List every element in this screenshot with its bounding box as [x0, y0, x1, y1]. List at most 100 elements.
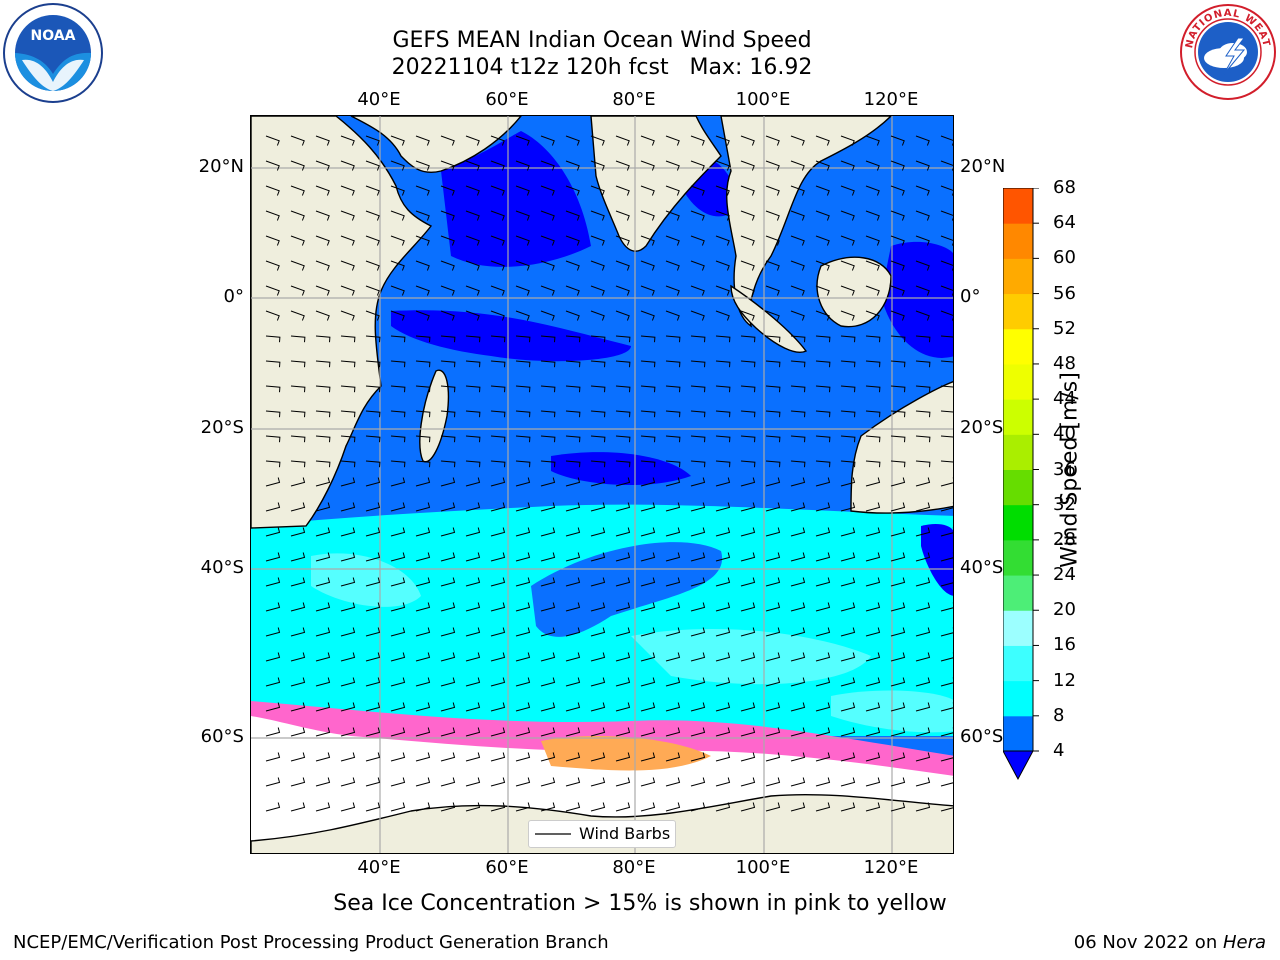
wind-barb [665, 477, 681, 487]
wind-barb [365, 310, 380, 321]
wind-barb [390, 652, 406, 662]
wind-barb [615, 502, 631, 512]
wind-barb [365, 460, 381, 468]
wind-barb [340, 435, 356, 443]
wind-barb [940, 235, 953, 246]
wind-barb [490, 410, 506, 418]
wind-barb [440, 310, 455, 321]
wind-barb [290, 777, 306, 787]
wind-barb [515, 260, 530, 271]
wind-barb [865, 602, 881, 612]
wind-barb [840, 627, 856, 637]
wind-barb [890, 460, 906, 468]
wind-barb [665, 627, 681, 637]
land-sumatra [730, 284, 808, 353]
wind-barb [515, 160, 530, 171]
wind-barb [540, 702, 556, 712]
wind-barb [690, 410, 706, 418]
wind-barb [640, 577, 656, 587]
wind-barb [790, 210, 805, 221]
wind-barb [415, 777, 431, 787]
wind-barb [315, 777, 331, 787]
land-india [590, 116, 722, 252]
wind-barb [940, 260, 953, 271]
wind-barb [315, 477, 331, 487]
colorbar-segment [1003, 680, 1033, 717]
colorbar-segment [1003, 363, 1033, 400]
wind-barb [290, 702, 306, 712]
wind-barb [940, 802, 953, 812]
wind-barb [890, 260, 905, 271]
wind-barb [865, 652, 881, 662]
wind-barb [790, 410, 806, 418]
wind-barb [740, 360, 756, 368]
wind-barb [265, 527, 281, 537]
wind-barb [365, 727, 381, 737]
wind-barb [540, 527, 556, 537]
wind-barb [565, 185, 580, 196]
wind-barb [615, 552, 631, 562]
wind-barb [865, 577, 881, 587]
wind-barb [690, 310, 705, 321]
wind-barb [265, 160, 280, 171]
wind-barb [865, 260, 880, 271]
wind-barb [290, 135, 305, 146]
wind-barb [940, 652, 953, 662]
colorbar-segment [1003, 399, 1033, 435]
wind-barb [415, 552, 431, 562]
wind-barb [740, 552, 756, 562]
wind-barb [690, 135, 705, 146]
wind-barb [440, 410, 456, 418]
wind-barb [915, 460, 931, 468]
wind-barb [615, 602, 631, 612]
wind-barb [515, 802, 531, 812]
wind-barb [590, 777, 606, 787]
wind-barb [790, 777, 806, 787]
wind-barb [315, 752, 331, 762]
wind-barb [890, 552, 906, 562]
wind-barb [615, 135, 630, 146]
colorbar-tick-label: 68 [1053, 177, 1076, 198]
wind-barb [815, 552, 831, 562]
wind-barb [765, 285, 780, 296]
noaa-logo: NOAA [2, 2, 104, 104]
wind-barb [665, 285, 680, 296]
wind-barb [890, 702, 906, 712]
right-lat-label-20s: 20°S [960, 417, 1004, 438]
wind-barb [415, 310, 430, 321]
wind-barb [290, 360, 306, 368]
wind-barb [515, 577, 531, 587]
wind-barb [365, 527, 381, 537]
wind-barb [515, 527, 531, 537]
wind-barb [390, 627, 406, 637]
wind-barb [565, 752, 581, 762]
wind-barb [915, 410, 931, 418]
wind-barb [265, 310, 280, 321]
wind-barb [840, 677, 856, 687]
wind-barb [615, 777, 631, 787]
wind-barb [715, 602, 731, 612]
wind-barb [290, 652, 306, 662]
wind-barb [740, 160, 755, 171]
wind-barb [565, 802, 581, 812]
wind-barb [315, 460, 331, 468]
wind-barb [790, 502, 806, 512]
land-arabia [350, 116, 522, 173]
wind-barb [865, 385, 881, 393]
wind-barb [890, 185, 905, 196]
wind-barb [765, 477, 781, 487]
wind-barb [665, 577, 681, 587]
wind-barb [440, 602, 456, 612]
wind-barb [915, 527, 931, 537]
wind-barb [765, 135, 780, 146]
wind-barb [290, 460, 306, 468]
wind-barb [415, 627, 431, 637]
wind-barb [315, 260, 330, 271]
colorbar-tick-label: 36 [1053, 458, 1076, 480]
wind-barb [890, 752, 906, 762]
wind-barb [790, 160, 805, 171]
wind-barb [590, 702, 606, 712]
wind-barb [865, 410, 881, 418]
wind-barb [890, 477, 906, 487]
wind-barb [640, 410, 656, 418]
